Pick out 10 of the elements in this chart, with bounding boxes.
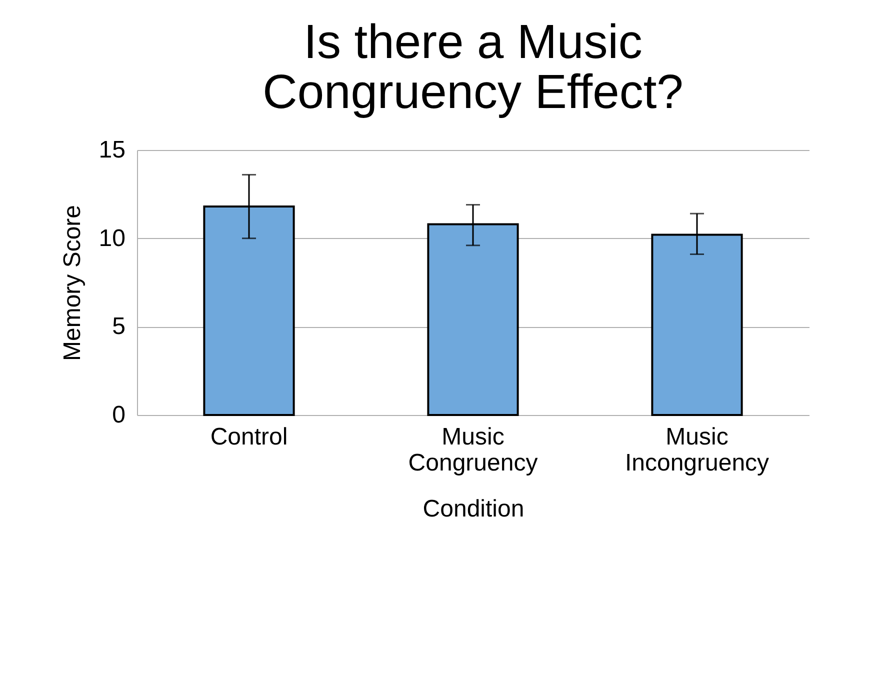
y-tick-label: 15	[98, 136, 126, 164]
x-axis-title: Condition	[422, 496, 524, 522]
y-tick-label: 10	[98, 224, 126, 252]
y-tick-label: 0	[112, 402, 126, 428]
x-tick-label: Music Congruency	[408, 424, 538, 476]
y-tick-label: 5	[112, 313, 126, 340]
chart-title: Is there a Music Congruency Effect?	[262, 16, 684, 119]
x-tick-label: Music Incongruency	[624, 424, 770, 476]
x-tick-label: Control	[210, 424, 288, 450]
y-axis-title: Memory Score	[58, 204, 86, 362]
